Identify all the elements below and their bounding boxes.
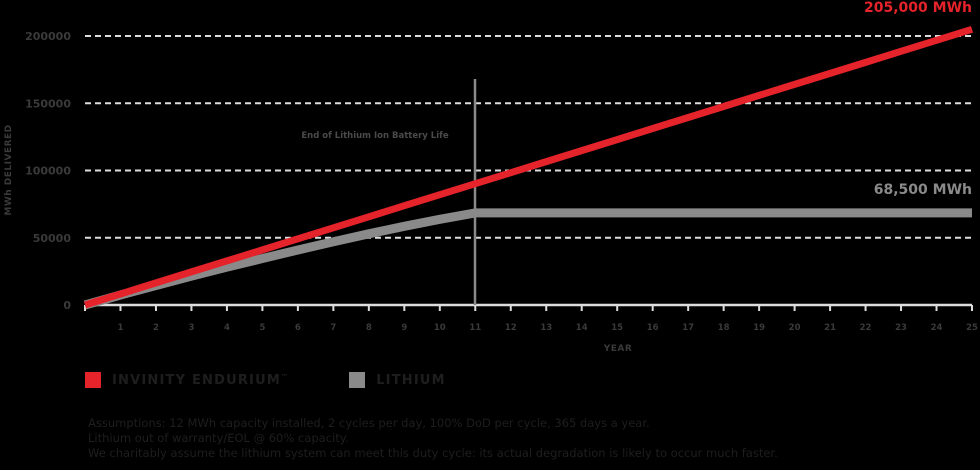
y-tick-label: 50000	[33, 232, 72, 245]
x-tick-label: 18	[718, 323, 730, 333]
y-tick-label: 0	[63, 299, 71, 312]
x-tick-label: 9	[401, 323, 407, 333]
x-tick-label: 20	[789, 323, 801, 333]
legend-swatch-gray	[349, 372, 366, 388]
y-tick-label: 200000	[25, 30, 71, 43]
y-tick-label: 100000	[25, 165, 71, 178]
x-axis-ticks: 1 2 3 4 5 6 7 8 9 10 11 12 13 14 15 16 17 18 19 20 21 22 23 24 2…	[84, 305, 978, 333]
x-tick-label: 2	[153, 323, 159, 333]
y-axis-label: MWh DELIVERED	[4, 124, 14, 215]
gridlines	[85, 35, 972, 239]
x-tick-label: 5	[259, 323, 265, 333]
x-tick-label: 12	[505, 323, 517, 333]
note-line: We charitably assume the lithium system …	[88, 446, 778, 460]
y-tick-label: 150000	[25, 97, 71, 110]
legend-item-endurium: INVINITY ENDURIUM™	[85, 372, 289, 388]
x-tick-label: 4	[224, 323, 230, 333]
note-line: Assumptions: 12 MWh capacity installed, …	[88, 416, 650, 430]
lithium-end-label: 68,500 MWh	[874, 182, 972, 198]
series-lithium-line	[83, 208, 972, 310]
legend-item-lithium: LITHIUM	[349, 372, 446, 388]
x-tick-label: 11	[469, 323, 481, 333]
x-tick-label: 23	[895, 323, 907, 333]
x-axis-label: YEAR	[603, 344, 633, 354]
x-tick-label: 7	[330, 323, 336, 333]
x-tick-label: 1	[118, 323, 124, 333]
x-tick-label: 22	[860, 323, 872, 333]
x-tick-label: 21	[824, 323, 836, 333]
legend-swatch-red	[85, 372, 101, 388]
x-tick-label: 15	[611, 323, 623, 333]
x-tick-label: 6	[295, 323, 301, 333]
note-line: Lithium out of warranty/EOL @ 60% capaci…	[88, 431, 349, 445]
x-tick-label: 8	[366, 323, 372, 333]
x-tick-label: 19	[753, 323, 765, 333]
y-axis-ticks: 0 50000 100000 150000 200000	[25, 30, 71, 312]
x-tick-label: 10	[434, 323, 446, 333]
legend: INVINITY ENDURIUM™ LITHIUM	[85, 372, 506, 388]
x-tick-label: 14	[576, 323, 588, 333]
x-tick-label: 17	[682, 323, 694, 333]
x-tick-label: 3	[188, 323, 194, 333]
x-tick-label: 16	[647, 323, 659, 333]
endurium-end-label: 205,000 MWh	[864, 0, 972, 16]
assumptions-notes: Assumptions: 12 MWh capacity installed, …	[88, 416, 778, 461]
eol-annotation: End of Lithium Ion Battery Life	[301, 131, 448, 141]
legend-label: INVINITY ENDURIUM™	[112, 372, 290, 388]
legend-label: LITHIUM	[376, 372, 446, 388]
x-tick-label: 13	[540, 323, 552, 333]
x-tick-label: 24	[931, 323, 943, 333]
series-endurium-line	[83, 25, 974, 309]
x-tick-label: 25	[966, 323, 978, 333]
